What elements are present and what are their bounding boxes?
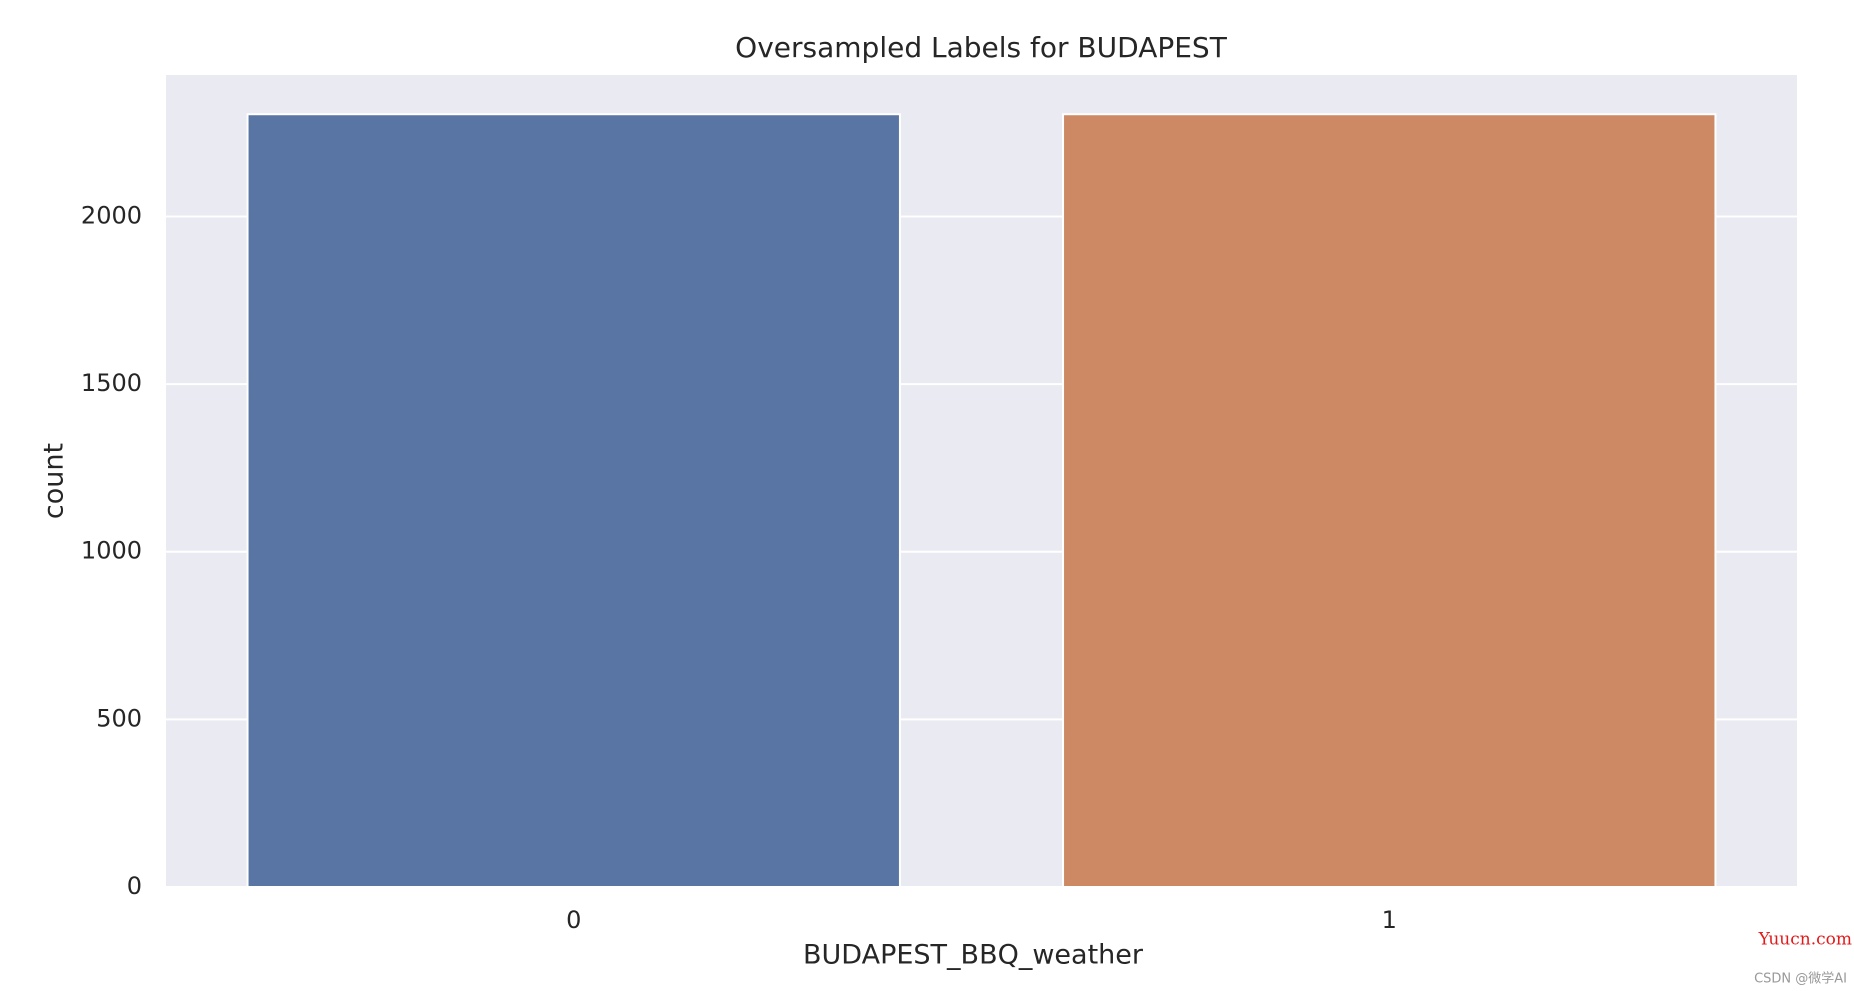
y-tick-label: 500 — [96, 704, 142, 732]
x-axis-label: BUDAPEST_BBQ_weather — [803, 940, 1144, 971]
y-tick-label: 1000 — [81, 537, 142, 565]
x-tick-label: 0 — [566, 906, 581, 934]
chart-title: Oversampled Labels for BUDAPEST — [735, 31, 1228, 64]
x-tick-label: 1 — [1382, 906, 1397, 934]
bar — [1062, 113, 1717, 888]
watermark: CSDN @微学AI — [1754, 971, 1847, 987]
bar — [246, 113, 901, 888]
y-axis-label: count — [39, 443, 70, 519]
y-tick-label: 1500 — [81, 369, 142, 397]
y-tick-label: 2000 — [81, 201, 142, 229]
y-tick-label: 0 — [127, 872, 142, 900]
watermark: Yuucn.com — [1758, 930, 1852, 950]
